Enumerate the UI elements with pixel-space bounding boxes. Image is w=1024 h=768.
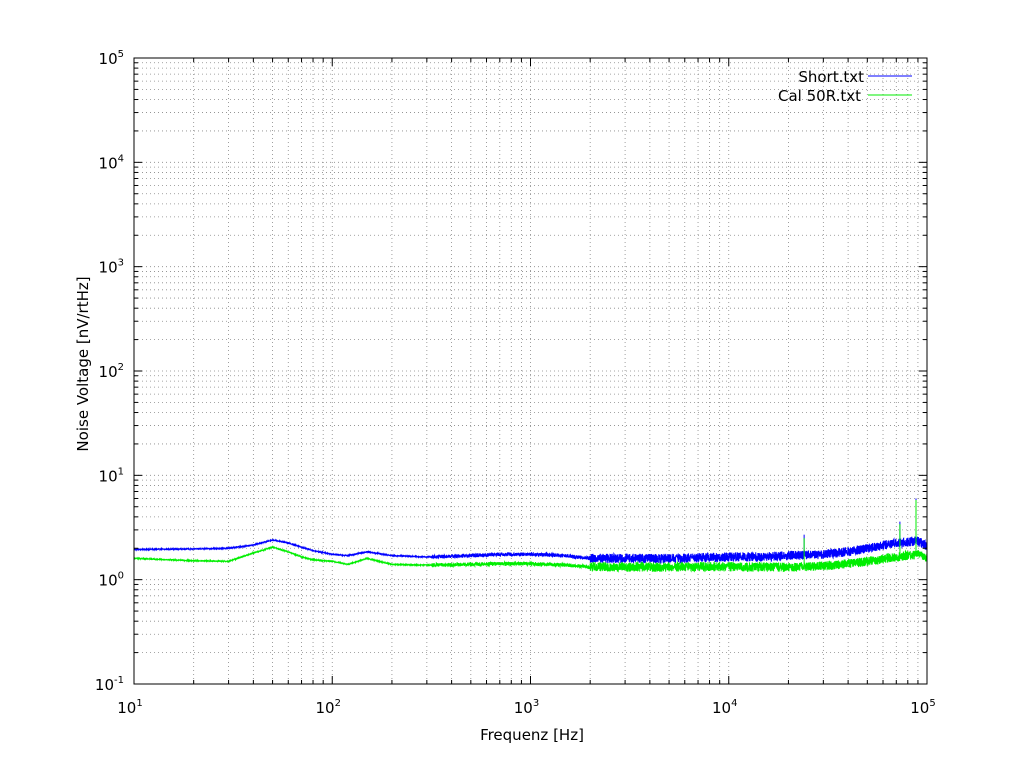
legend-label-short: Short.txt [798,68,864,86]
grid [134,58,927,684]
y-tick-label: 103 [99,258,124,277]
x-tick-label: 105 [910,698,935,717]
y-tick-label: 100 [99,571,124,590]
y-axis-label: Noise Voltage [nV/rtHz] [74,276,92,451]
series-line-0 [133,536,928,565]
x-tick-label: 101 [117,698,142,717]
y-tick-labels: 10-1 100 101 102 103 104 105 [95,49,124,694]
y-tick-label: 104 [99,153,124,172]
x-tick-label: 104 [712,698,737,717]
x-tick-label: 102 [316,698,341,717]
x-tick-labels: 101 102 103 104 105 [117,698,935,717]
axis-ticks [133,57,928,685]
y-tick-label: 105 [99,49,124,68]
x-tick-label: 103 [514,698,539,717]
series-line-1 [133,545,928,573]
y-tick-label: 10-1 [95,675,124,694]
legend: Short.txt Cal 50R.txt [778,68,912,105]
series-layer [133,498,928,573]
x-axis-label: Frequenz [Hz] [480,726,584,744]
legend-label-cal-50r: Cal 50R.txt [778,87,861,105]
y-tick-label: 102 [99,362,124,381]
y-tick-label: 101 [99,466,124,485]
